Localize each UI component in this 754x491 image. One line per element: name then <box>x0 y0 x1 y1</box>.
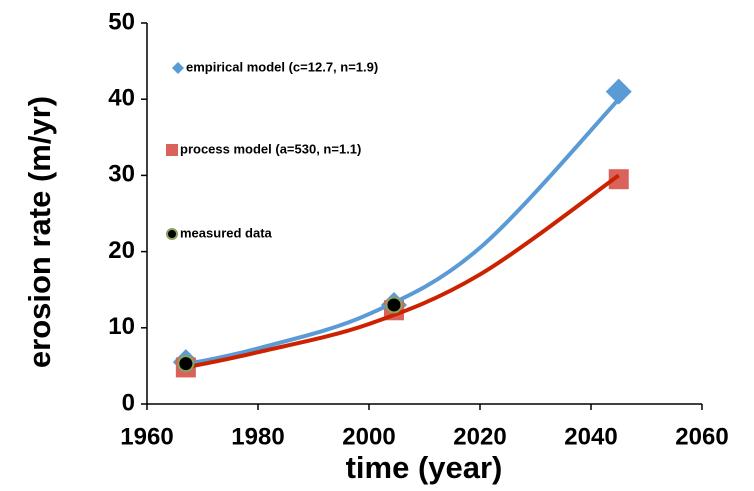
x-tick-label: 2000 <box>342 423 395 450</box>
x-tick-label: 2040 <box>564 423 617 450</box>
legend-label: process model (a=530, n=1.1) <box>180 141 361 156</box>
legend-marker <box>166 144 178 156</box>
y-tick-label: 0 <box>122 389 135 416</box>
legend-label: empirical model (c=12.7, n=1.9) <box>186 59 378 74</box>
x-tick-label: 2020 <box>453 423 506 450</box>
legend-label: measured data <box>180 225 273 240</box>
x-tick-label: 2060 <box>675 423 728 450</box>
y-tick-label: 20 <box>108 237 135 264</box>
y-tick-label: 40 <box>108 85 135 112</box>
fit-curve <box>185 173 620 370</box>
x-tick-label: 1980 <box>231 423 284 450</box>
x-tick-label: 1960 <box>120 423 173 450</box>
circle-marker <box>385 296 403 314</box>
legend-marker <box>172 62 184 74</box>
circle-marker <box>177 355 195 373</box>
legend-marker <box>166 228 178 240</box>
y-tick-label: 10 <box>108 313 135 340</box>
diamond-marker <box>605 78 632 105</box>
y-tick-label: 30 <box>108 161 135 188</box>
square-marker <box>608 169 629 190</box>
y-tick-label: 50 <box>108 8 135 35</box>
x-axis-title: time (year) <box>346 450 503 485</box>
y-axis-title: erosion rate (m/yr) <box>22 96 57 368</box>
